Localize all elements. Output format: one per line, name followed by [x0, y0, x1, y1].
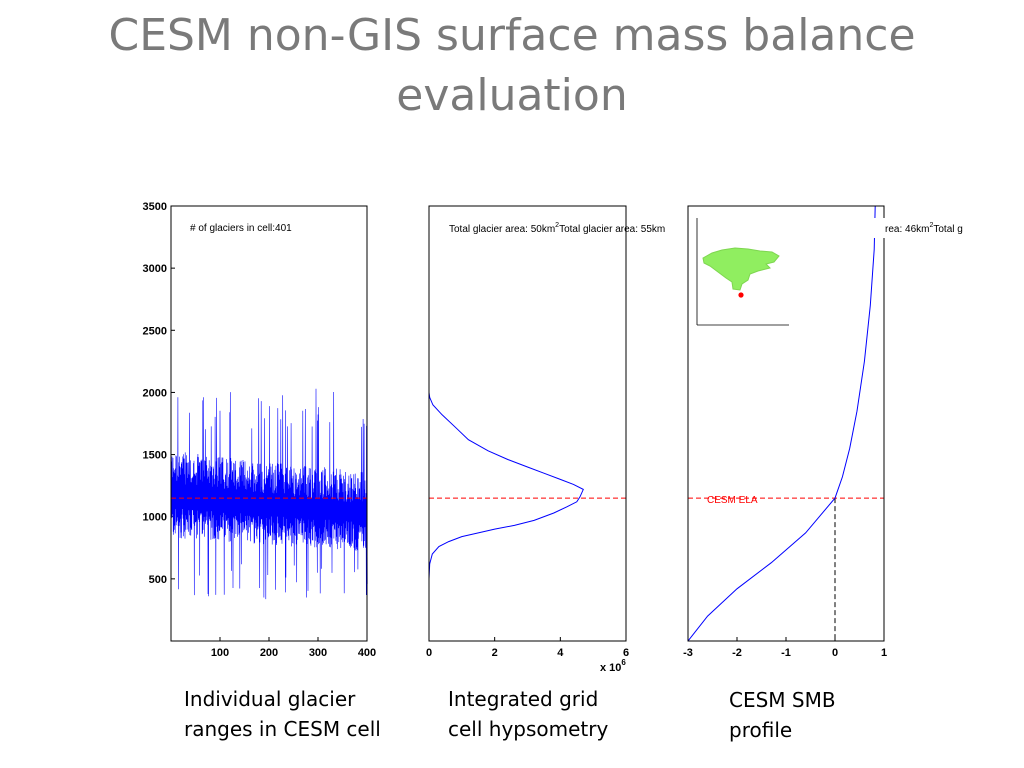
y-tick-label: 3000: [143, 263, 167, 275]
slide-title-line-2: evaluation: [396, 70, 628, 121]
x-tick-label: 4: [557, 647, 564, 659]
y-tick-label: 1000: [143, 512, 167, 524]
x-multiplier-label: x 106: [600, 658, 626, 674]
y-tick-label: 2000: [143, 387, 167, 399]
inset-map: [694, 216, 804, 328]
glacier-range-series: [170, 388, 368, 600]
x-tick-label: -2: [732, 647, 742, 659]
inset-glacier-shape: [702, 247, 780, 291]
x-tick-label: 300: [309, 647, 327, 659]
hypsometry-series: [428, 206, 584, 641]
y-tick-label: 2500: [143, 325, 167, 337]
caption-middle-line-2: cell hypsometry: [448, 717, 609, 741]
panel-2-ticks: 0 2 4 6: [426, 637, 629, 659]
x-tick-label: 2: [492, 647, 498, 659]
panel-hypsometry: 0 2 4 6 Total glacier area: 50km2Total glac…: [426, 205, 665, 674]
annotation-backdrop: [789, 218, 987, 238]
panel-3-ticks: -3 -2 -1 0 1: [683, 637, 887, 659]
panel-smb-profile: -3 -2 -1 0 1 CESM ELA rea: 46km2Total g: [683, 205, 987, 659]
x-tick-label: -3: [683, 647, 693, 659]
x-tick-label: -1: [781, 647, 791, 659]
panel-glacier-ranges: 100 200 300 400500100015002000250030003500 …: [143, 201, 377, 659]
area-annotation-1: Total glacier area: 50km2Total glacier a…: [449, 222, 665, 235]
x-tick-label: 1: [881, 647, 887, 659]
caption-left-line-2: ranges in CESM cell: [184, 717, 381, 741]
x-tick-label: 6: [623, 647, 629, 659]
caption-right: CESM SMB profile: [729, 685, 836, 745]
x-tick-label: 400: [358, 647, 376, 659]
y-tick-label: 3500: [143, 201, 167, 213]
caption-right-line-2: profile: [729, 718, 793, 742]
caption-middle: Integrated grid cell hypsometry: [448, 684, 608, 744]
caption-left: Individual glacier ranges in CESM cell: [184, 684, 381, 744]
smb-profile-series: [687, 205, 876, 642]
slide-title: CESM non-GIS surface mass balance evalua…: [0, 6, 1024, 126]
panel-1-frame: [170, 205, 368, 642]
panel-2-frame: [428, 205, 627, 642]
panel-3-frame: [687, 205, 885, 642]
x-tick-label: 0: [426, 647, 432, 659]
glacier-count-annotation: # of glaciers in cell:401: [190, 223, 292, 234]
caption-right-line-1: CESM SMB: [729, 688, 836, 712]
x-tick-label: 0: [832, 647, 838, 659]
x-tick-label: 100: [211, 647, 229, 659]
y-tick-label: 1500: [143, 450, 167, 462]
inset-cell-marker: [738, 292, 744, 298]
slide-title-line-1: CESM non-GIS surface mass balance: [108, 10, 916, 61]
x-tick-label: 200: [260, 647, 278, 659]
caption-left-line-1: Individual glacier: [184, 687, 356, 711]
caption-middle-line-1: Integrated grid: [448, 687, 599, 711]
area-annotation-2: rea: 46km2Total g: [885, 222, 963, 235]
ela-label: CESM ELA: [707, 495, 758, 506]
y-tick-label: 500: [149, 574, 167, 586]
panel-1-ticks: 100 200 300 400 500 1000 1500 2000 2500 3000 3500: [143, 201, 377, 659]
